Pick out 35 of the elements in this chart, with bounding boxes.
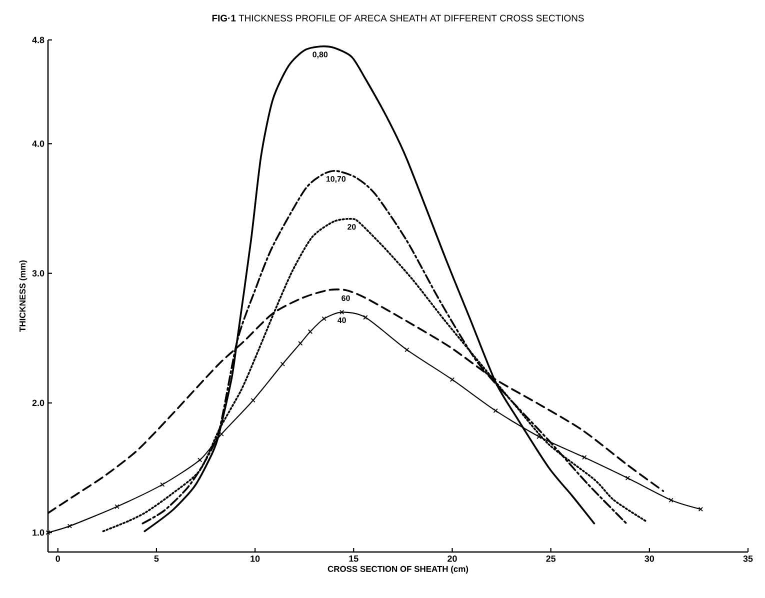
x-tick-label: 15 [349,556,358,562]
y-tick-label: 4.0 [32,140,44,147]
x-tick-label: 5 [154,556,159,562]
point [626,476,630,480]
point [198,458,202,462]
x-tick-label: 0 [56,556,60,562]
point [308,330,312,334]
point [114,504,120,509]
point [280,362,285,366]
point [494,408,498,413]
x-tick-label: 35 [743,556,753,562]
point [582,455,586,460]
x-tick-label: 25 [546,556,556,562]
point [340,310,344,314]
point [536,434,542,439]
y-tick-label: 2.0 [32,400,44,406]
x-tick-label: 10 [250,556,260,562]
y-axis-title: THICKNESS (mm) [19,260,28,332]
y-tick-label: 1.0 [32,529,44,536]
x-tick-label: 20 [448,556,457,562]
point [68,524,72,528]
point [322,316,326,321]
x-tick-label: 30 [644,556,654,562]
point [404,348,409,352]
point [160,482,164,487]
point [450,378,454,382]
y-tick-label: 4.8 [32,36,44,44]
y-tick-label: 3.0 [32,270,44,276]
point [298,341,302,346]
chart-title: FIG·1 THICKNESS PROFILE OF ARECA SHEATH AT DIFFERENT CROSS SECTIONS [212,14,584,22]
point [219,432,224,436]
point [251,398,256,402]
x-axis-title: CROSS SECTION OF SHEATH (cm) [328,566,468,574]
point [363,315,368,320]
point [669,498,674,502]
